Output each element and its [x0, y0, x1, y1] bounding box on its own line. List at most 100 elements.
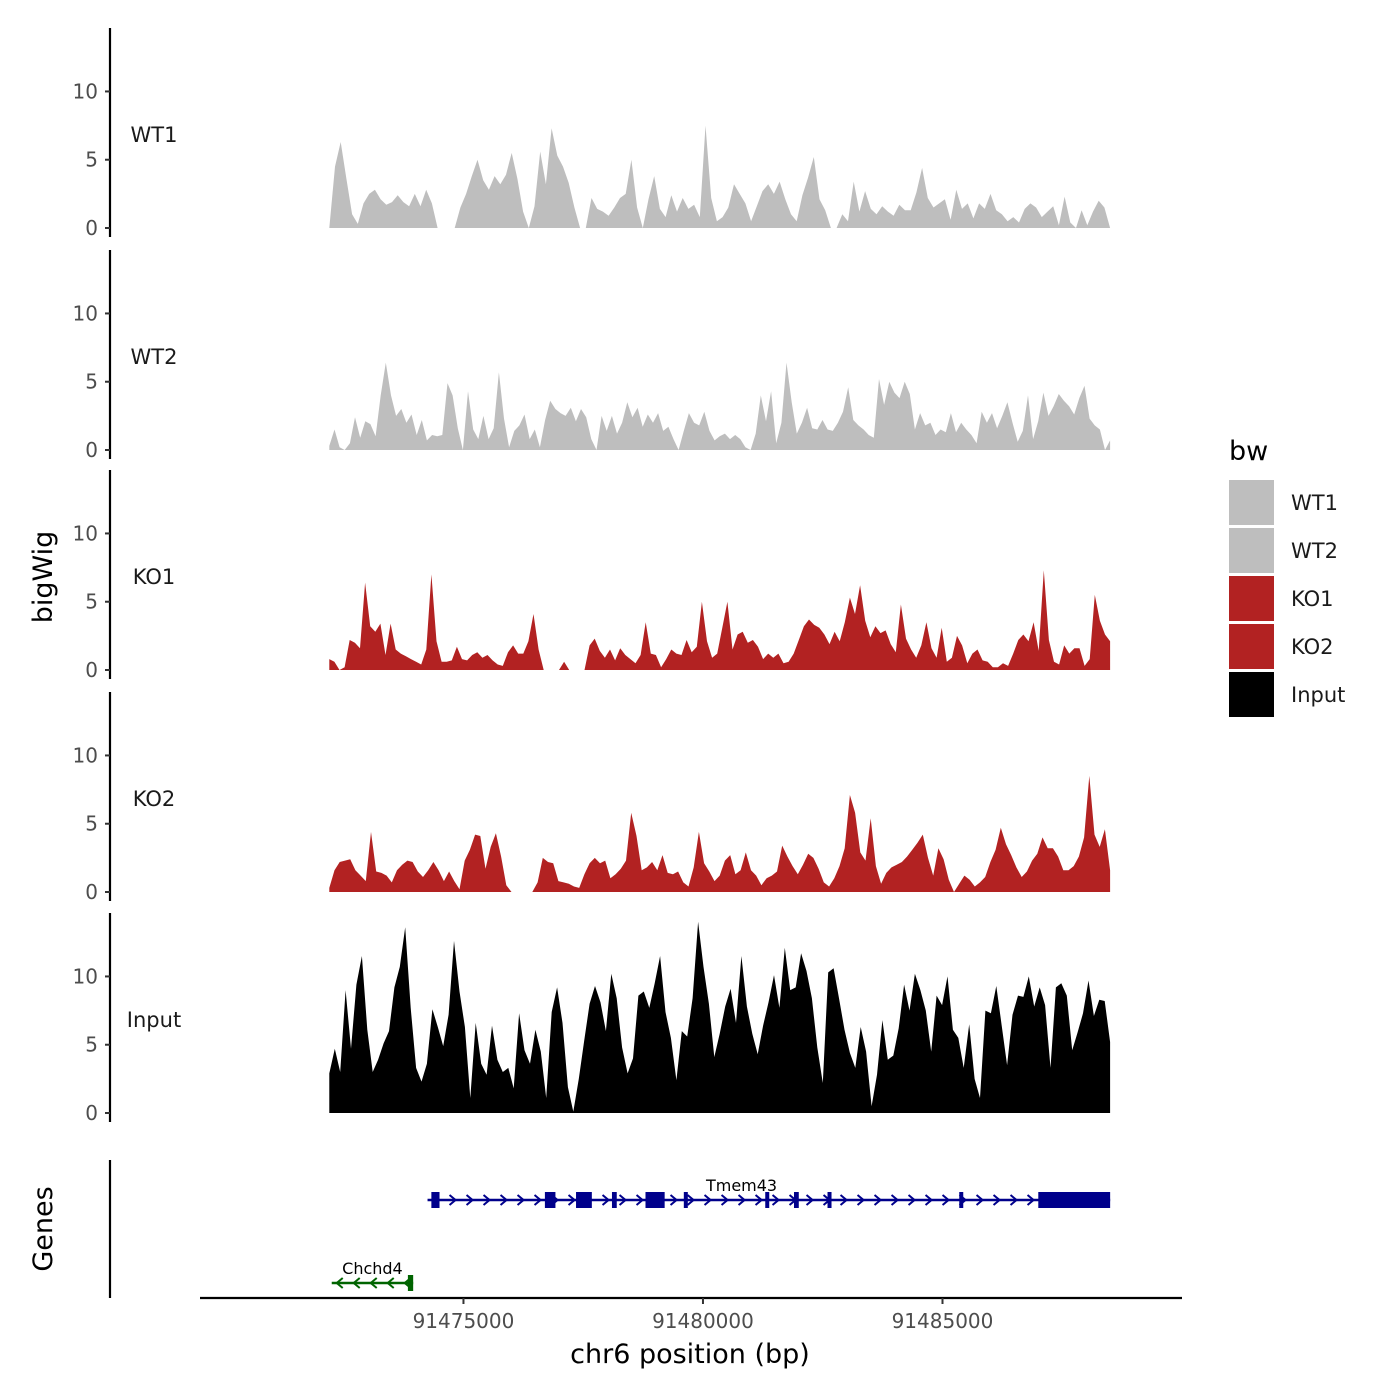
exon — [544, 1192, 556, 1208]
legend-title: bw — [1229, 436, 1268, 467]
track-input: 0 5 10 Input — [73, 913, 1111, 1125]
exon — [1038, 1192, 1111, 1208]
track-label: KO2 — [133, 787, 176, 811]
exon — [827, 1192, 832, 1208]
legend-label: WT1 — [1291, 491, 1338, 515]
strand-arrow — [465, 1194, 475, 1206]
track-ko2: 0 5 10 KO2 — [73, 692, 1111, 904]
legend-label: Input — [1291, 683, 1345, 707]
exon — [765, 1192, 770, 1208]
strand-arrow — [1026, 1194, 1036, 1206]
legend-key-wt1 — [1229, 480, 1274, 525]
signal-area-input — [329, 921, 1111, 1113]
strand-arrow — [352, 1277, 361, 1289]
signal-area-ko2 — [329, 775, 1111, 892]
strand-arrow — [737, 1194, 747, 1206]
strand-arrow — [856, 1194, 866, 1206]
strand-arrow — [499, 1194, 509, 1206]
track-ko1: 0 5 10 KO1 — [73, 470, 1111, 682]
track-label: WT1 — [131, 123, 178, 147]
strand-arrow — [448, 1194, 458, 1206]
gene-chchd4: Chchd4 — [331, 1259, 414, 1291]
strand-arrow — [992, 1194, 1002, 1206]
track-wt1: 0 5 10 WT1 — [73, 28, 1111, 240]
legend: bw WT1 WT2 KO1 KO2 Input — [1229, 436, 1345, 717]
y-tick-label: 10 — [73, 964, 98, 988]
track-label: Input — [127, 1008, 181, 1032]
y-tick-label: 0 — [85, 438, 98, 462]
x-axis: 91475000 91480000 91485000 — [200, 1296, 1182, 1333]
strand-arrow — [873, 1194, 883, 1206]
y-tick-label: 5 — [85, 812, 98, 836]
signal-tracks: 0 5 10 WT1 0 5 10 WT2 0 5 10 KO1 0 5 10 KO2 0 5 10 Input — [73, 28, 1111, 1125]
exon — [576, 1192, 592, 1208]
strand-arrow — [1009, 1194, 1019, 1206]
strand-arrow — [635, 1194, 645, 1206]
y-tick-label: 5 — [85, 370, 98, 394]
strand-arrow — [924, 1194, 934, 1206]
legend-key-wt2 — [1229, 528, 1274, 573]
y-tick-label: 5 — [85, 590, 98, 614]
strand-arrow — [771, 1194, 781, 1206]
legend-key-ko1 — [1229, 576, 1274, 621]
strand-arrow — [754, 1194, 764, 1206]
y-tick-label: 0 — [85, 216, 98, 240]
exon — [683, 1192, 688, 1208]
track-wt2: 0 5 10 WT2 — [73, 250, 1111, 462]
x-tick-label: 91475000 — [413, 1309, 515, 1333]
x-tick-label: 91485000 — [892, 1309, 994, 1333]
gene-tmem43: Tmem43 — [427, 1176, 1111, 1208]
strand-arrow — [669, 1194, 679, 1206]
y-axis-title: bigWig — [28, 531, 59, 624]
legend-key-input — [1229, 672, 1274, 717]
strand-arrow — [369, 1277, 378, 1289]
exon — [793, 1192, 799, 1208]
exon — [645, 1192, 665, 1208]
y-tick-label: 0 — [85, 1101, 98, 1125]
exon — [959, 1192, 964, 1208]
gene-label: Tmem43 — [705, 1176, 777, 1195]
genes-axis-title: Genes — [28, 1186, 59, 1271]
strand-arrow — [601, 1194, 611, 1206]
strand-arrow — [839, 1194, 849, 1206]
strand-arrow — [686, 1194, 696, 1206]
strand-arrow — [482, 1194, 492, 1206]
x-axis-title: chr6 position (bp) — [570, 1339, 810, 1370]
strand-arrow — [720, 1194, 730, 1206]
strand-arrow — [703, 1194, 713, 1206]
strand-arrow — [335, 1277, 344, 1289]
strand-arrow — [890, 1194, 900, 1206]
strand-arrow — [907, 1194, 917, 1206]
exon — [431, 1192, 440, 1208]
track-label: WT2 — [131, 345, 178, 369]
y-tick-label: 5 — [85, 1033, 98, 1057]
legend-label: KO1 — [1291, 587, 1334, 611]
signal-area-ko1 — [329, 570, 1111, 670]
legend-label: WT2 — [1291, 539, 1338, 563]
strand-arrow — [567, 1194, 577, 1206]
signal-area-wt1 — [329, 125, 1111, 228]
strand-arrow — [533, 1194, 543, 1206]
legend-label: KO2 — [1291, 635, 1334, 659]
y-tick-label: 10 — [73, 521, 98, 545]
gene-track: Chchd4 Tmem43 — [108, 1160, 1111, 1298]
x-tick-label: 91480000 — [652, 1309, 754, 1333]
y-tick-label: 10 — [73, 301, 98, 325]
y-tick-label: 0 — [85, 880, 98, 904]
strand-arrow — [805, 1194, 815, 1206]
y-tick-label: 10 — [73, 743, 98, 767]
y-tick-label: 5 — [85, 148, 98, 172]
strand-arrow — [941, 1194, 951, 1206]
signal-area-wt2 — [329, 362, 1111, 450]
exon — [407, 1275, 414, 1291]
legend-key-ko2 — [1229, 624, 1274, 669]
gene-label: Chchd4 — [342, 1259, 403, 1278]
strand-arrow — [516, 1194, 526, 1206]
y-tick-label: 10 — [73, 79, 98, 103]
y-tick-label: 0 — [85, 658, 98, 682]
strand-arrow — [618, 1194, 628, 1206]
strand-arrow — [386, 1277, 395, 1289]
track-label: KO1 — [133, 565, 176, 589]
strand-arrow — [975, 1194, 985, 1206]
